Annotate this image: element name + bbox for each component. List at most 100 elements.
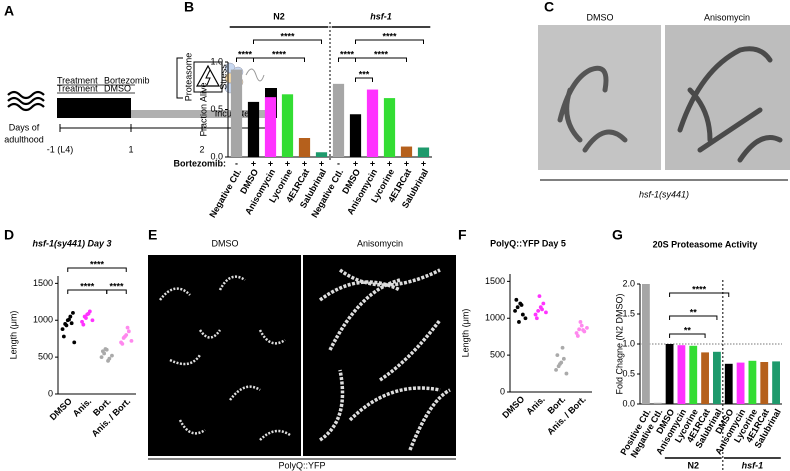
- chart-title: 20S Proteasome Activity: [653, 239, 758, 249]
- y-axis-label: Length (μm): [8, 311, 18, 360]
- point: [120, 341, 125, 346]
- point: [68, 314, 73, 319]
- bar: [298, 138, 311, 157]
- point: [555, 353, 560, 358]
- image-dmso: [148, 255, 301, 456]
- point: [64, 323, 69, 328]
- image-dmso: [538, 25, 661, 170]
- proteasome-label: Proteasome: [183, 53, 193, 102]
- images: [148, 25, 790, 460]
- point: [585, 325, 589, 330]
- sig-bracket: [253, 39, 322, 44]
- bar: [400, 146, 413, 157]
- y-tick-label: 1000: [485, 313, 505, 323]
- worm-icon: [7, 90, 45, 112]
- lightning: [205, 69, 211, 86]
- peptide: [245, 68, 265, 82]
- x-tick-label: DMSO: [500, 394, 526, 420]
- point: [575, 334, 580, 338]
- panel-label: C: [544, 0, 554, 15]
- y-tick-label: 500: [490, 350, 505, 360]
- bar: [748, 360, 757, 404]
- y-tick-label: 1500: [485, 276, 505, 286]
- point: [523, 316, 528, 321]
- worms: [318, 268, 451, 451]
- point: [90, 318, 95, 323]
- point: [533, 312, 538, 317]
- y-tick-label: 0.5: [622, 368, 635, 378]
- bar: [332, 83, 345, 157]
- sig-label: **: [690, 307, 698, 317]
- point: [72, 340, 77, 345]
- point: [520, 312, 525, 317]
- sig-bracket: [67, 267, 127, 272]
- sig-label: ****: [238, 49, 253, 59]
- bar: [665, 344, 674, 404]
- point: [564, 371, 569, 376]
- point: [541, 301, 546, 306]
- sig-bracket: [355, 39, 424, 44]
- image-anisomycin: [303, 255, 456, 456]
- point: [67, 317, 71, 322]
- point: [125, 325, 130, 330]
- bar: [736, 362, 745, 404]
- sig-label: ****: [692, 284, 707, 294]
- point: [513, 308, 517, 313]
- drug-label: Bortezomib: [104, 75, 150, 85]
- row-value: +: [319, 158, 324, 168]
- sig-bracket: [669, 333, 706, 338]
- y-axis-label: Fraction Alive: [198, 82, 208, 136]
- point: [100, 349, 105, 354]
- bar: [247, 101, 260, 157]
- image-label: Anisomycin: [357, 238, 403, 248]
- point: [544, 310, 548, 315]
- sig-bracket: [253, 57, 305, 62]
- panel-label: A: [4, 3, 14, 19]
- row-value: +: [404, 158, 409, 168]
- point: [126, 329, 131, 334]
- point: [81, 322, 86, 327]
- worms: [677, 46, 783, 163]
- point: [61, 334, 66, 339]
- row-value: -: [235, 158, 238, 168]
- point: [515, 305, 520, 310]
- y-axis-label: Length (μm): [460, 309, 470, 358]
- point: [517, 320, 521, 324]
- row-value: +: [387, 158, 392, 168]
- y-axis-label: Fold Chagne (N2 DMSO): [614, 293, 624, 394]
- x-tick-label: Negative Ctl.: [207, 167, 243, 219]
- pretreatment-box: [57, 98, 131, 118]
- row-value: -: [337, 158, 340, 168]
- bar: [230, 69, 243, 157]
- point: [129, 339, 134, 343]
- sig-bracket: [355, 77, 373, 82]
- y-tick-label: 0: [48, 388, 53, 398]
- point: [579, 323, 584, 328]
- point: [554, 367, 558, 372]
- image-caption: hsf-1(sy441): [639, 189, 689, 199]
- x-tick-label: DMSO: [48, 396, 74, 422]
- sig-bracket: [669, 315, 718, 320]
- panel-label: F: [458, 227, 467, 243]
- row-value: +: [285, 158, 290, 168]
- bar: [653, 402, 662, 404]
- image-label: Anisomycin: [704, 12, 750, 22]
- bar: [366, 89, 379, 157]
- image-label: DMSO: [587, 12, 614, 22]
- bar: [281, 94, 294, 157]
- sig-label: ***: [359, 69, 370, 79]
- incubate-bar: [131, 110, 265, 118]
- point: [110, 353, 114, 358]
- row-label: Bortezomib:: [174, 158, 227, 168]
- point: [103, 347, 108, 351]
- point: [514, 297, 519, 302]
- group-label: hsf-1: [370, 11, 392, 21]
- pretreatment-label: 12 Hr: [83, 107, 105, 117]
- group-label: N2: [273, 11, 285, 21]
- drug-label: DMSO: [104, 83, 131, 93]
- pretreatment-label: Pretreatment: [68, 97, 121, 107]
- sig-label: ****: [382, 31, 397, 41]
- point: [69, 321, 74, 326]
- point: [560, 345, 565, 350]
- y-tick-label: 1000: [33, 315, 53, 325]
